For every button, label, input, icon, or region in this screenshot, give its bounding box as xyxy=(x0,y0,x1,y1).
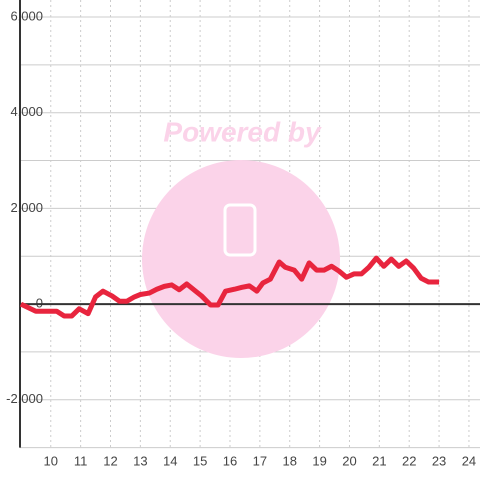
y-tick-label: 2,000 xyxy=(10,200,43,215)
x-tick-label: 10 xyxy=(44,453,58,468)
x-tick-label: 14 xyxy=(163,453,177,468)
x-tick-label: 17 xyxy=(253,453,267,468)
watermark-logo: Powered by xyxy=(142,116,340,358)
watermark-text: Powered by xyxy=(163,116,322,147)
x-tick-label: 18 xyxy=(282,453,296,468)
y-tick-label: 6,000 xyxy=(10,8,43,23)
x-tick-label: 20 xyxy=(342,453,356,468)
x-tick-label: 19 xyxy=(312,453,326,468)
x-tick-label: 13 xyxy=(133,453,147,468)
y-tick-label: 0 xyxy=(36,296,43,311)
x-tick-label: 24 xyxy=(462,453,476,468)
y-tick-label: -2,000 xyxy=(6,391,43,406)
x-tick-label: 16 xyxy=(223,453,237,468)
x-tick-label: 22 xyxy=(402,453,416,468)
x-tick-label: 23 xyxy=(432,453,446,468)
x-tick-label: 12 xyxy=(103,453,117,468)
x-tick-label: 21 xyxy=(372,453,386,468)
data-line xyxy=(19,255,440,319)
x-tick-label: 15 xyxy=(193,453,207,468)
y-tick-label: 4,000 xyxy=(10,104,43,119)
x-tick-label: 11 xyxy=(74,453,88,468)
